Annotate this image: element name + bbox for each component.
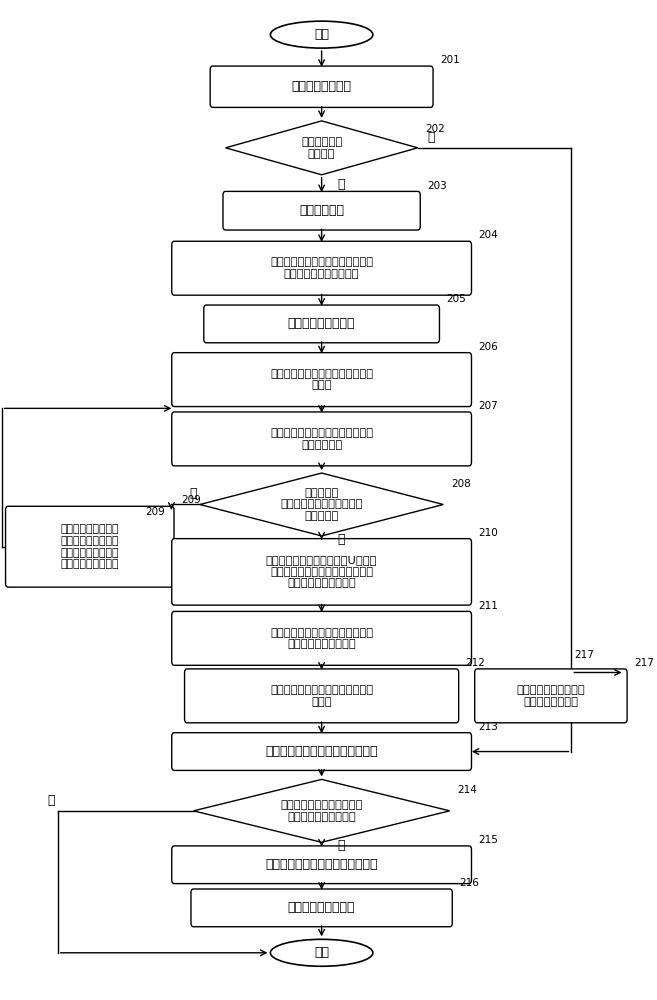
FancyBboxPatch shape: [185, 669, 459, 723]
Text: 调整驱动器与电机的
三相连接线，使电机
转子预期的转动方向
与实际转动方向一致: 调整驱动器与电机的 三相连接线，使电机 转子预期的转动方向 与实际转动方向一致: [60, 524, 119, 569]
Polygon shape: [194, 779, 449, 842]
Text: 209: 209: [145, 507, 165, 517]
Polygon shape: [200, 473, 443, 536]
Polygon shape: [225, 121, 418, 175]
Text: 启动抱闸控制: 启动抱闸控制: [299, 204, 344, 217]
FancyBboxPatch shape: [171, 241, 472, 295]
Text: 伺服器从编码器内存中读取编码器
偏移角: 伺服器从编码器内存中读取编码器 偏移角: [270, 685, 373, 707]
Ellipse shape: [271, 21, 373, 48]
Text: 控制电机转子吸引到与定子U相重合
位置，记录重合时编码器的位置反
馈值，作为相对位置值: 控制电机转子吸引到与定子U相重合 位置，记录重合时编码器的位置反 馈值，作为相对…: [266, 555, 377, 588]
Text: 213: 213: [478, 722, 499, 732]
FancyBboxPatch shape: [171, 412, 472, 466]
Text: 205: 205: [447, 294, 466, 304]
Text: 控制抱闸制动器松闸: 控制抱闸制动器松闸: [288, 317, 355, 330]
FancyBboxPatch shape: [171, 611, 472, 665]
Text: 207: 207: [478, 401, 498, 411]
Text: 松闸状态下，向电机定子线圈输入
直流电: 松闸状态下，向电机定子线圈输入 直流电: [270, 369, 373, 390]
FancyBboxPatch shape: [171, 539, 472, 605]
Text: 211: 211: [478, 601, 499, 611]
FancyBboxPatch shape: [171, 846, 472, 884]
FancyBboxPatch shape: [5, 506, 174, 587]
FancyBboxPatch shape: [210, 66, 433, 107]
Text: 根据电机的运动趋势，调整直流电
流的给定方向: 根据电机的运动趋势，调整直流电 流的给定方向: [270, 428, 373, 450]
Text: 结束: 结束: [314, 946, 329, 959]
Ellipse shape: [271, 939, 373, 966]
Text: 217: 217: [575, 650, 595, 660]
Text: 206: 206: [478, 342, 498, 352]
Text: 是: 是: [338, 178, 345, 191]
Text: 终止向电机输出力矩: 终止向电机输出力矩: [288, 901, 355, 914]
Text: 214: 214: [457, 785, 477, 795]
Text: 204: 204: [478, 230, 498, 240]
FancyBboxPatch shape: [191, 889, 452, 927]
FancyBboxPatch shape: [171, 733, 472, 770]
Text: 伺服器向抱闸制动器发出抱闸命令: 伺服器向抱闸制动器发出抱闸命令: [265, 745, 378, 758]
Text: 是: 是: [338, 533, 345, 546]
FancyBboxPatch shape: [204, 305, 440, 343]
Text: 208: 208: [451, 479, 470, 489]
FancyBboxPatch shape: [171, 353, 472, 407]
Text: 开始: 开始: [314, 28, 329, 41]
Text: 202: 202: [425, 124, 445, 134]
Text: 伺服器从编码器内存中
读取编码器偏移角: 伺服器从编码器内存中 读取编码器偏移角: [516, 685, 585, 707]
Text: 217: 217: [634, 658, 654, 668]
Text: 210: 210: [478, 528, 498, 538]
Text: 209: 209: [181, 495, 201, 505]
Text: 201: 201: [440, 55, 460, 65]
Text: 否: 否: [47, 794, 55, 807]
Text: 203: 203: [427, 181, 447, 191]
Text: 216: 216: [459, 878, 479, 888]
Text: 驱动器上电初始化: 驱动器上电初始化: [292, 80, 351, 93]
Text: 判断电机是否
初次使用: 判断电机是否 初次使用: [301, 137, 342, 159]
Text: 将获取的相对位置值，作为编码器
偏移角存入编码器内存: 将获取的相对位置值，作为编码器 偏移角存入编码器内存: [270, 628, 373, 649]
Text: 215: 215: [478, 835, 499, 845]
FancyBboxPatch shape: [475, 669, 627, 723]
Text: 预设时长内，伺服器保持输出力矩: 预设时长内，伺服器保持输出力矩: [265, 858, 378, 871]
Text: 212: 212: [466, 658, 486, 668]
Text: 是: 是: [338, 839, 345, 852]
Text: 抱闸状态下伺服器根据电机负载情
况，向电机输出平衡力矩: 抱闸状态下伺服器根据电机负载情 况，向电机输出平衡力矩: [270, 257, 373, 279]
FancyBboxPatch shape: [223, 191, 420, 230]
Text: 否: 否: [189, 487, 196, 500]
Text: 根据负载情况判断是否需要
延长平衡力矩输出时长: 根据负载情况判断是否需要 延长平衡力矩输出时长: [281, 800, 363, 822]
Text: 否: 否: [427, 131, 435, 144]
Text: 判断电机转
子预期的转动方向与实际方
向是否一致: 判断电机转 子预期的转动方向与实际方 向是否一致: [281, 488, 363, 521]
